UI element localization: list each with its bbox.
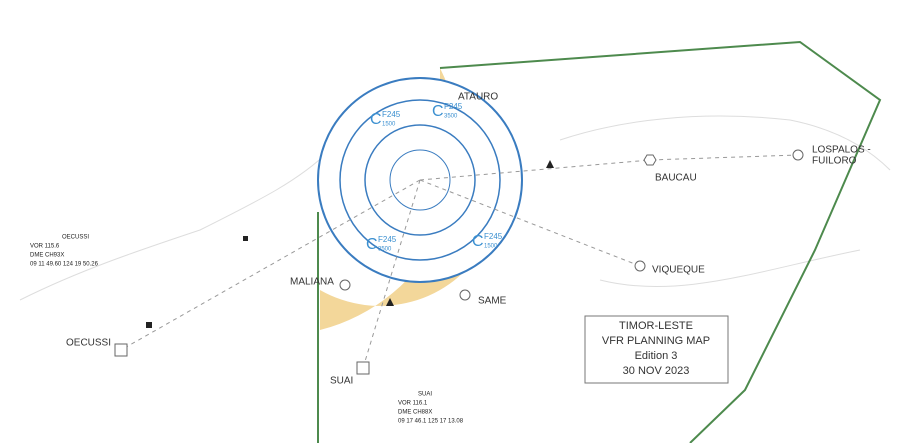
place-label: SUAI [330,376,353,387]
navaid-info: SUAI [418,392,432,398]
title-line: VFR PLANNING MAP [602,335,710,347]
airspace-label: C F245 1500 C F245 3500 C F245 3500 C F2… [366,102,503,253]
boundary [439,40,882,443]
aerodrome [339,279,351,291]
aerodrome [459,289,471,301]
ctr-ring [389,149,451,211]
aerodrome [792,149,804,161]
airspace-level: F245 [484,232,503,241]
airspace-base: 1500 [484,244,498,250]
airspace-level: F245 [444,102,463,111]
ctr-ring [339,99,501,261]
place-label: LOSPALOS - [812,145,871,156]
obstacle [546,160,554,168]
title-line: TIMOR-LESTE [619,320,693,332]
navaid-info: OECUSSI [62,235,89,241]
coastline [19,115,891,301]
airspace-base: 1500 [382,122,396,128]
title-box [584,315,729,384]
place-label: OECUSSI [66,338,111,349]
navaid [356,361,370,375]
airspace-class: C [366,236,378,253]
place-label: FUILORO [812,156,857,167]
title-line: Edition 3 [635,350,678,362]
airspace-level: F245 [382,110,401,119]
navaid-info: 09 17 46.1 125 17 13.08 [398,419,464,425]
navaid-info: DME CH93X [30,253,64,259]
airspace-base: 3500 [444,114,458,120]
reporting-point [243,236,248,241]
navaid-info: DME CH88X [398,410,432,416]
ctr-ring [364,124,476,236]
airspace-base: 3500 [378,247,392,253]
airspace-level: F245 [378,235,397,244]
aerodrome [643,154,657,166]
navaid-info: VOR 116.1 [398,401,428,407]
aerodrome [634,260,646,272]
airspace-class: C [370,111,382,128]
place-label: VIQUEQUE [652,265,705,276]
route [120,179,421,351]
airspace-class: C [472,233,484,250]
place-label: ATAURO [458,92,498,103]
navaid [114,343,128,357]
place-label: SAME [478,296,507,307]
route [362,179,421,369]
airspace-class: C [432,103,444,120]
place-label: MALIANA [290,277,334,288]
obstacle [386,298,394,306]
reporting-point [146,322,152,328]
place-label: BAUCAU [655,173,697,184]
navaid-info: VOR 115.6 [30,244,60,250]
navaid-info: 09 11 49.60 124 19 50.26 [30,262,99,268]
title-line: 30 NOV 2023 [623,365,690,377]
route [419,154,799,181]
